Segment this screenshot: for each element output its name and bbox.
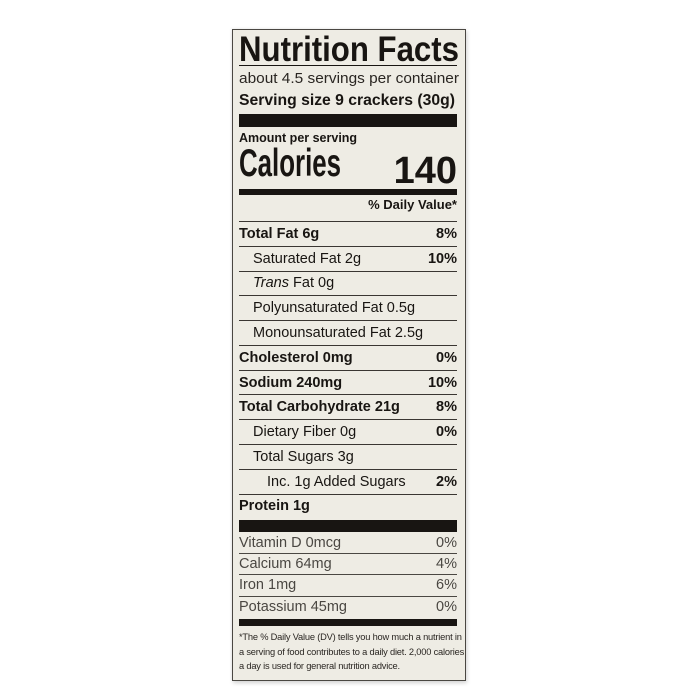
svg-text:about 4.5 servings per contain: about 4.5 servings per container xyxy=(239,70,459,87)
svg-text:Serving size 9 crackers (30g): Serving size 9 crackers (30g) xyxy=(239,92,455,109)
svg-text:Calories: Calories xyxy=(239,145,341,183)
svg-text:Nutrition Facts: Nutrition Facts xyxy=(239,35,459,65)
